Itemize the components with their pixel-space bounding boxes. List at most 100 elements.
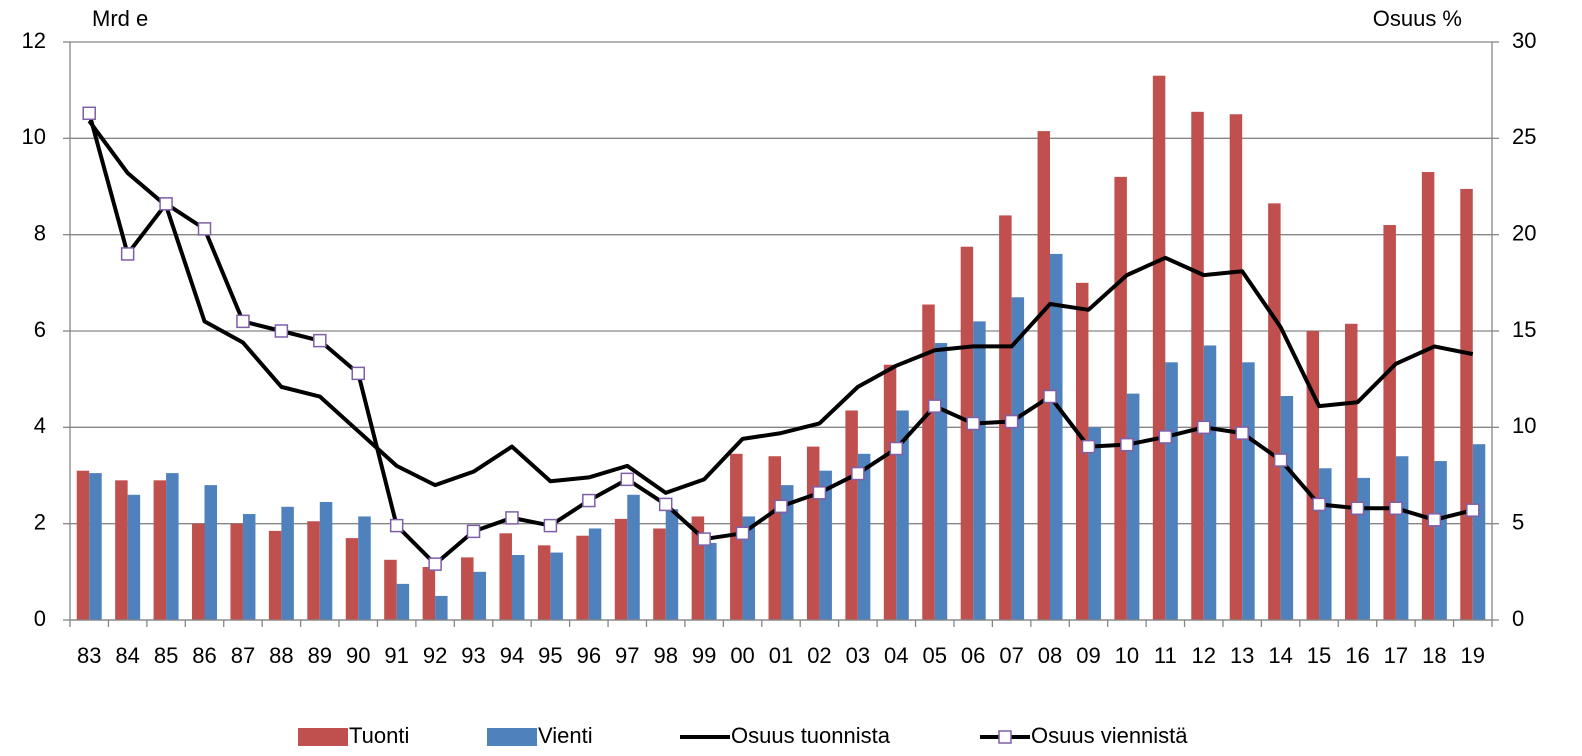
- y-tick-label: 10: [22, 124, 46, 149]
- y2-tick-label: 20: [1512, 220, 1536, 245]
- y-tick-label: 4: [34, 413, 46, 438]
- x-tick-label: 19: [1461, 643, 1485, 668]
- y2-tick-label: 25: [1512, 124, 1536, 149]
- marker: [159, 197, 173, 211]
- bar: [960, 246, 974, 621]
- marker: [620, 472, 635, 487]
- marker: [1043, 389, 1057, 404]
- bar: [1191, 111, 1204, 620]
- bar: [499, 533, 512, 620]
- x-tick-label: 04: [884, 643, 908, 668]
- bar: [1319, 468, 1332, 620]
- marker: [1120, 437, 1134, 452]
- x-tick-label: 99: [692, 643, 716, 668]
- x-tick-label: 13: [1230, 643, 1254, 668]
- bar: [1037, 131, 1051, 620]
- marker: [1235, 426, 1249, 440]
- bar: [127, 494, 141, 620]
- marker: [697, 532, 711, 546]
- marker: [236, 314, 250, 329]
- marker: [197, 222, 212, 236]
- bar: [1050, 253, 1063, 620]
- x-tick-label: 94: [500, 643, 524, 668]
- x-tick-label: 09: [1076, 643, 1100, 668]
- x-tick-label: 08: [1038, 643, 1062, 668]
- marker: [389, 518, 404, 533]
- marker: [543, 518, 558, 533]
- line: [87, 119, 1474, 495]
- bar: [204, 485, 218, 620]
- marker: [774, 499, 788, 514]
- bar: [1203, 345, 1217, 620]
- y-tick-label: 8: [34, 220, 46, 245]
- bar: [1344, 323, 1358, 620]
- y2-tick-label: 5: [1512, 509, 1524, 534]
- bar: [627, 494, 640, 620]
- bar: [1280, 396, 1294, 620]
- x-tick-label: 83: [77, 643, 101, 668]
- bar: [1306, 331, 1320, 620]
- x-tick-label: 95: [538, 643, 562, 668]
- bar: [781, 485, 794, 620]
- bar: [742, 516, 756, 620]
- x-tick-label: 05: [922, 643, 946, 668]
- y-axis-label: Mrd e: [92, 6, 148, 31]
- marker: [1273, 453, 1288, 467]
- marker: [351, 366, 365, 381]
- marker: [466, 524, 481, 539]
- bar: [614, 518, 628, 620]
- bar: [896, 410, 909, 620]
- bar: [384, 559, 397, 620]
- x-tick-label: 16: [1345, 643, 1369, 668]
- x-tick-label: 97: [615, 643, 639, 668]
- bar: [345, 538, 359, 620]
- x-tick-label: 88: [269, 643, 293, 668]
- x-tick-label: 96: [577, 643, 601, 668]
- marker: [889, 441, 904, 456]
- legend-label: Osuus viennistä: [1031, 723, 1188, 748]
- x-tick-label: 89: [308, 643, 332, 668]
- bar: [845, 410, 858, 620]
- bar: [653, 528, 666, 620]
- bar: [1165, 362, 1178, 620]
- bar: [511, 554, 525, 620]
- bar: [768, 456, 781, 620]
- marker: [1350, 501, 1365, 516]
- bar: [473, 571, 487, 620]
- bar: [588, 528, 602, 620]
- x-tick-label: 10: [1115, 643, 1139, 668]
- bar: [230, 523, 243, 620]
- bar: [922, 304, 935, 620]
- marker: [1004, 414, 1019, 429]
- bar: [665, 509, 679, 620]
- bar: [550, 552, 563, 620]
- bar: [1383, 225, 1396, 621]
- bar: [192, 523, 205, 620]
- marker: [313, 333, 327, 348]
- bar: [1011, 297, 1025, 620]
- x-tick-label: 07: [999, 643, 1023, 668]
- bar: [115, 480, 128, 620]
- bar: [268, 530, 282, 620]
- bar: [1126, 393, 1140, 620]
- bar: [422, 567, 436, 620]
- bar: [1460, 188, 1473, 621]
- bar: [973, 321, 986, 620]
- bar: [704, 542, 717, 620]
- bar: [576, 535, 589, 620]
- x-tick-label: 14: [1268, 643, 1292, 668]
- bar: [1395, 456, 1409, 620]
- bar: [166, 473, 179, 620]
- x-tick-label: 02: [807, 643, 831, 668]
- bar: [1472, 444, 1486, 620]
- bar: [281, 506, 294, 620]
- x-tick-label: 12: [1192, 643, 1216, 668]
- x-tick-label: 00: [730, 643, 754, 668]
- bar: [1421, 172, 1435, 621]
- marker: [1466, 503, 1480, 517]
- bar: [1434, 461, 1447, 620]
- bar: [396, 583, 410, 620]
- bar: [1088, 427, 1101, 620]
- x-tick-label: 93: [461, 643, 485, 668]
